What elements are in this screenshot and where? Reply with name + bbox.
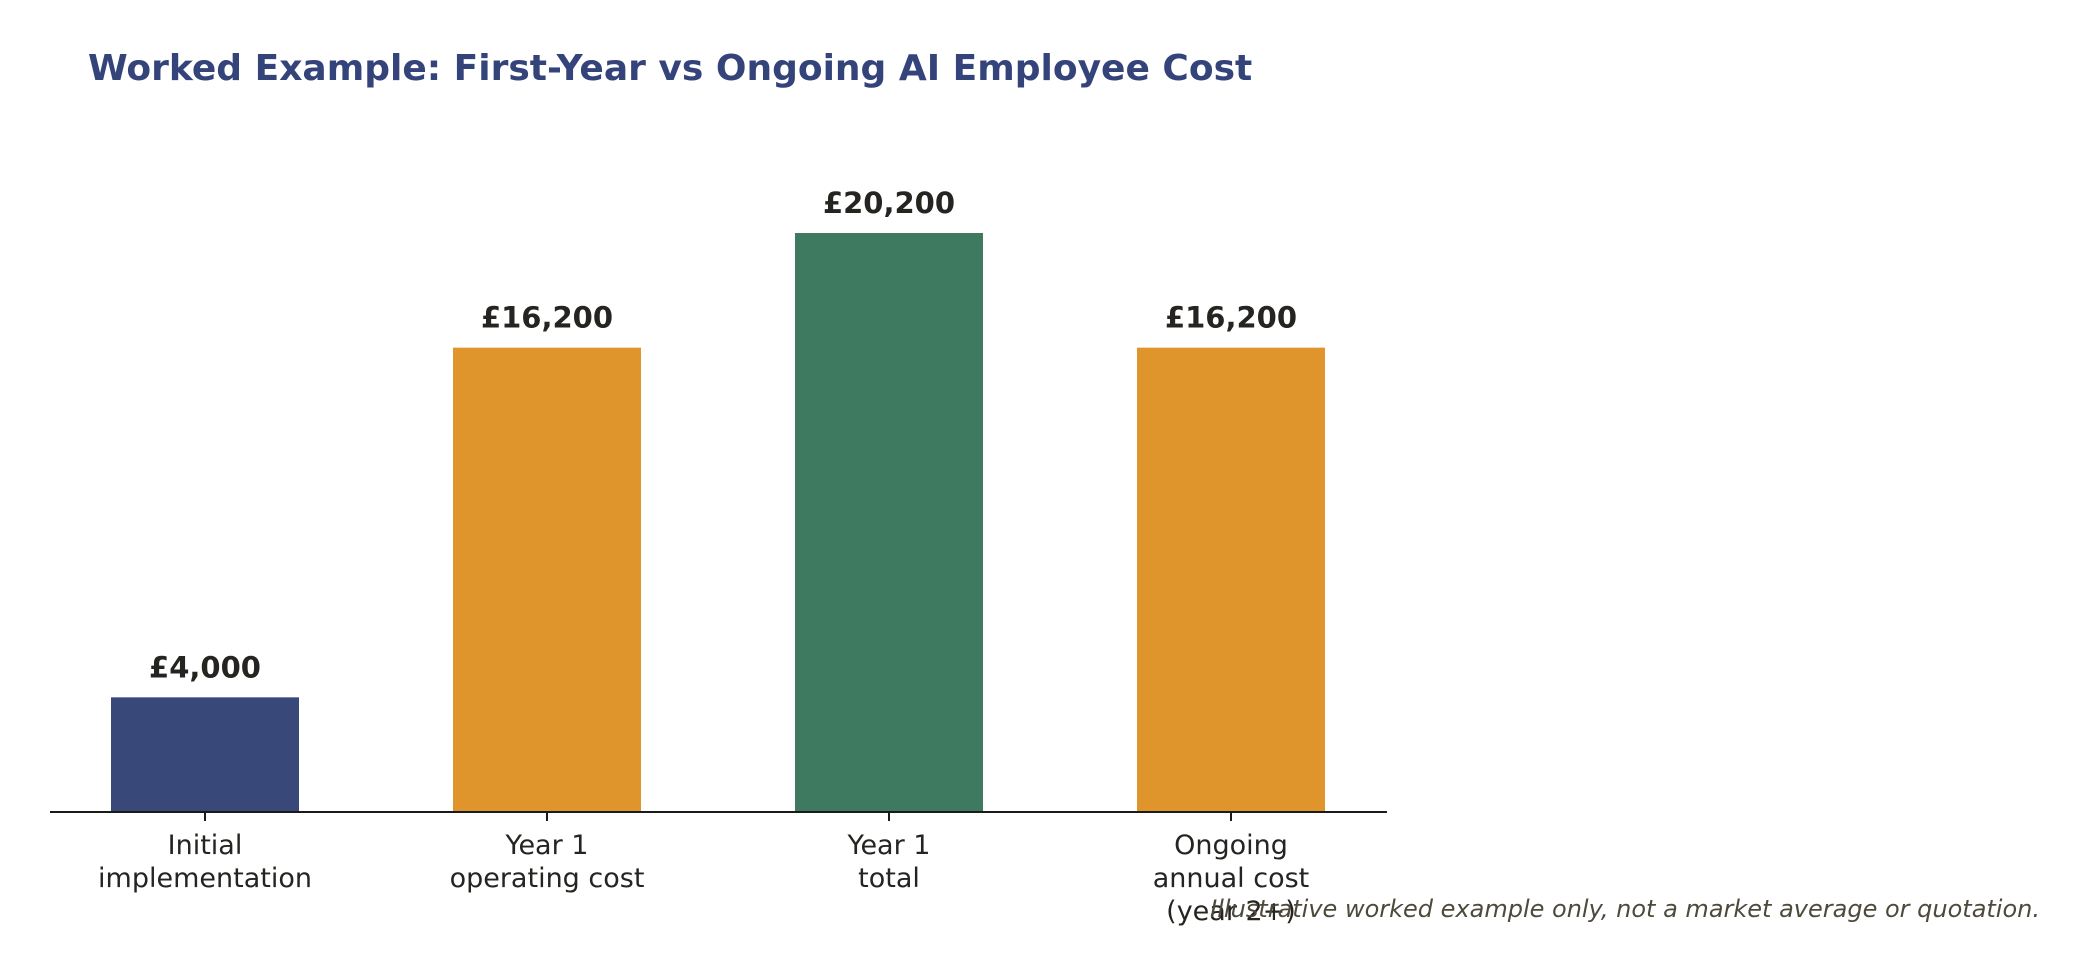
x-tick-label-line: (year 2+) xyxy=(1166,896,1296,927)
bar-1 xyxy=(453,347,641,812)
x-tick-label-line: implementation xyxy=(98,863,312,894)
x-tick-label-line: Ongoing xyxy=(1174,830,1288,861)
x-tick-label-2: Year 1 total xyxy=(847,830,931,894)
x-tick-label-line: Year 1 xyxy=(847,830,931,861)
x-tick-label-3: Ongoing annual cost (year 2+) xyxy=(1153,830,1310,927)
x-tick-label-line: annual cost xyxy=(1153,863,1310,894)
chart-title: Worked Example: First-Year vs Ongoing AI… xyxy=(88,48,1252,89)
bar-value-label-1: £16,200 xyxy=(481,301,613,335)
x-tick-label-1: Year 1 operating cost xyxy=(450,830,645,894)
x-tick-label-0: Initial implementation xyxy=(98,830,312,894)
x-tick-label-line: total xyxy=(858,863,920,894)
bar-value-label-3: £16,200 xyxy=(1165,301,1297,335)
x-tick-label-line: operating cost xyxy=(450,863,645,894)
bar-2 xyxy=(795,233,983,812)
bar-value-label-0: £4,000 xyxy=(149,650,261,684)
bars-group: £4,000 £16,200 £20,200 £16,200 xyxy=(111,186,1325,812)
bar-value-label-2: £20,200 xyxy=(823,186,955,220)
bar-0 xyxy=(111,697,299,812)
footnote: Illustrative worked example only, not a … xyxy=(1210,895,2040,923)
bar-3 xyxy=(1137,347,1325,812)
x-tick-label-line: Initial xyxy=(168,830,243,861)
x-tick-label-line: Year 1 xyxy=(505,830,589,861)
